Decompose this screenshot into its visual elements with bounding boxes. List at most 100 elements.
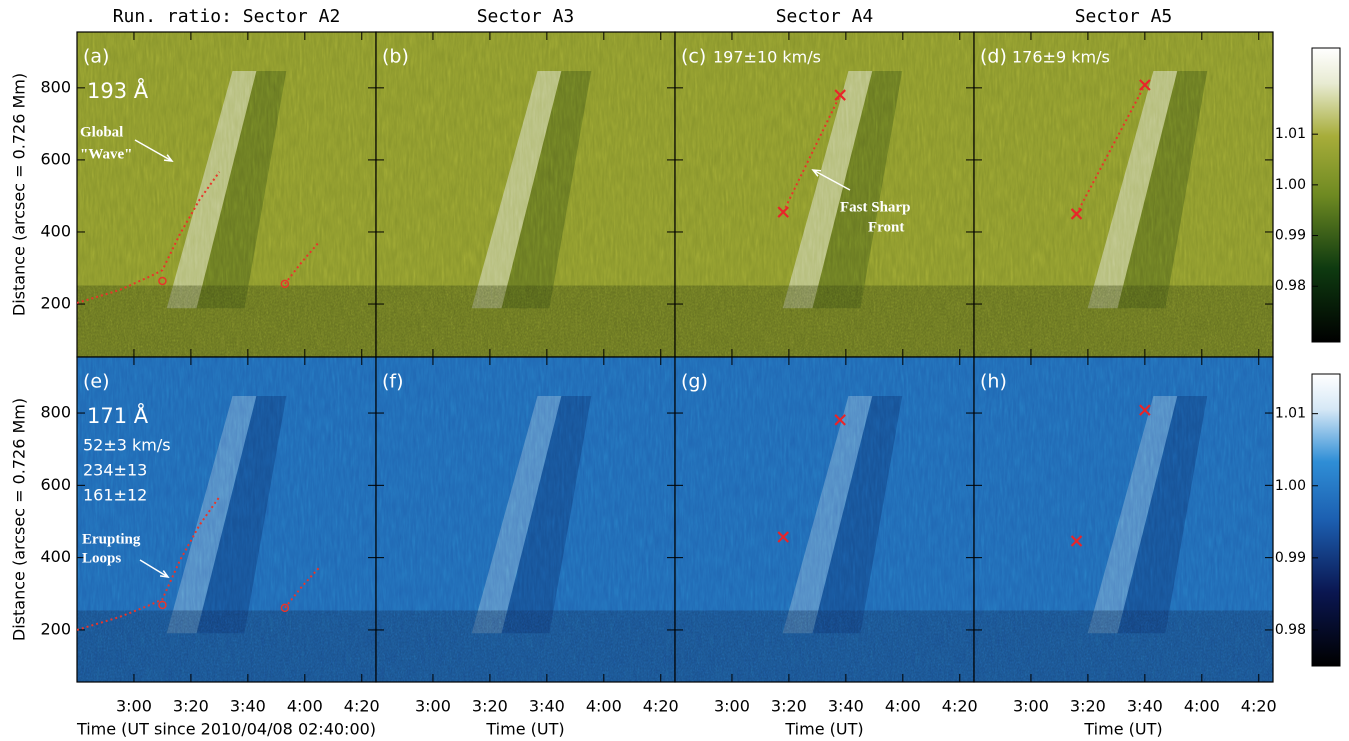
low-texture — [675, 610, 974, 682]
stack-image — [376, 32, 675, 357]
point-marker — [158, 600, 167, 610]
point-marker — [280, 279, 290, 289]
x-tick-label: 3:00 — [415, 697, 451, 716]
arrow — [811, 169, 851, 191]
x-tick-label: 3:40 — [828, 697, 864, 716]
colorbar-tick-label: 0.98 — [1275, 278, 1306, 294]
annotation: "Wave" — [80, 146, 133, 162]
y-tick-label: 200 — [40, 619, 71, 638]
x-axis-label: Time (UT) — [1083, 720, 1162, 739]
point-marker — [1070, 208, 1083, 220]
annotation: Global — [80, 124, 123, 140]
panel: 3:00 3:20 3:40 4:00 4:20 (f) Time (UT) — [375, 356, 679, 739]
annotation: Front — [868, 219, 904, 235]
annotation: Erupting — [82, 531, 141, 547]
x-tick-label: 4:20 — [1241, 697, 1277, 716]
x-tick-label: 3:00 — [714, 697, 750, 716]
annotation: Loops — [82, 550, 121, 566]
arrow — [139, 559, 170, 578]
low-texture — [77, 610, 376, 682]
point-marker — [1139, 79, 1151, 91]
channel-label: 171 Å — [87, 402, 149, 428]
colorbar-tick-label: 1.00 — [1275, 177, 1306, 193]
x-tick-label: 4:00 — [885, 697, 921, 716]
x-tick-label: 3:00 — [1013, 697, 1049, 716]
speed-label: 234±13 — [83, 461, 147, 480]
channel-label: 193 Å — [87, 77, 149, 103]
annotation: Fast Sharp — [840, 199, 910, 215]
panel-label: (e) — [83, 371, 110, 393]
x-tick-label: 4:20 — [643, 697, 679, 716]
x-tick-label: 4:20 — [942, 697, 978, 716]
panel-label: (h) — [980, 371, 1007, 393]
y-tick-label: 200 — [40, 294, 71, 313]
point-marker — [834, 414, 846, 426]
x-tick-label: 3:20 — [472, 697, 508, 716]
colorbar-tick-label: 1.01 — [1275, 126, 1306, 142]
panel-label: (f) — [382, 371, 404, 393]
low-texture — [376, 610, 675, 682]
speed-label: 161±12 — [83, 486, 147, 505]
y-tick-label: 800 — [40, 77, 71, 96]
colorbar-tick-label: 0.99 — [1275, 228, 1306, 244]
point-marker — [777, 206, 789, 218]
y-tick-label: 600 — [40, 475, 71, 494]
stack-image — [77, 32, 376, 357]
speed-label: 197±10 km/s — [713, 48, 821, 67]
x-tick-label: 4:20 — [344, 697, 380, 716]
column-title: Sector A3 — [477, 6, 575, 27]
panel: (c) Sector A4 197±10 km/s Fast Sharp Front — [674, 6, 975, 358]
colorbar — [1311, 373, 1341, 667]
y-tick-label: 800 — [40, 403, 71, 422]
x-axis-label: Time (UT) — [485, 720, 564, 739]
x-axis-label: Time (UT) — [784, 720, 863, 739]
panel-label: (b) — [382, 46, 409, 68]
x-tick-label: 3:20 — [771, 697, 807, 716]
x-tick-label: 3:00 — [116, 697, 152, 716]
colorbar-tick-label: 1.01 — [1275, 406, 1306, 422]
colorbar-tick-label: 0.98 — [1275, 622, 1306, 638]
stack-image — [376, 357, 675, 682]
column-title: Run. ratio: Sector A2 — [113, 6, 341, 27]
x-tick-label: 4:00 — [287, 697, 323, 716]
arrow — [134, 139, 174, 162]
point-marker — [280, 603, 290, 613]
speed-label: 176±9 km/s — [1012, 48, 1110, 67]
colorbar — [1311, 47, 1341, 343]
x-tick-label: 3:40 — [1127, 697, 1163, 716]
y-tick-label: 600 — [40, 149, 71, 168]
low-texture — [675, 285, 974, 357]
fit-line — [782, 94, 842, 213]
low-texture — [974, 285, 1273, 357]
panel-frame — [973, 356, 1274, 683]
x-tick-label: 3:40 — [230, 697, 266, 716]
panel: 3:00 3:20 3:40 4:00 4:20 (h) Time (UT) — [973, 356, 1277, 739]
point-marker — [1070, 535, 1083, 547]
point-marker — [158, 276, 167, 286]
colorbar-tick-label: 1.00 — [1275, 478, 1306, 494]
panel: 3:00 3:20 3:40 4:00 4:20 (g) Time (UT) — [674, 356, 978, 739]
low-texture — [974, 610, 1273, 682]
y-tick-label: 400 — [40, 221, 71, 240]
panel-label: (d) — [980, 46, 1007, 68]
point-marker — [834, 89, 846, 101]
colorbar-tick-label: 0.99 — [1275, 550, 1306, 566]
stack-image — [675, 32, 974, 357]
panel: 200 400 600 800 (a)Run. ratio: Sector A2 193 … — [10, 6, 377, 358]
x-tick-label: 4:00 — [586, 697, 622, 716]
panel: (d) Sector A5 176±9 km/s — [973, 6, 1274, 358]
x-tick-label: 3:40 — [529, 697, 565, 716]
x-tick-label: 3:20 — [1070, 697, 1106, 716]
panel: (b) Sector A3 — [375, 6, 676, 358]
stack-image — [974, 357, 1273, 682]
x-tick-label: 3:20 — [173, 697, 209, 716]
y-tick-label: 400 — [40, 547, 71, 566]
point-marker — [1139, 404, 1151, 416]
fit-line — [1075, 84, 1146, 215]
fit-line — [77, 171, 221, 304]
y-axis-label: Distance (arcsec = 0.726 Mm) — [10, 73, 29, 316]
y-axis-label: Distance (arcsec = 0.726 Mm) — [10, 398, 29, 641]
fit-line — [284, 241, 320, 285]
speed-label: 52±3 km/s — [83, 436, 171, 455]
